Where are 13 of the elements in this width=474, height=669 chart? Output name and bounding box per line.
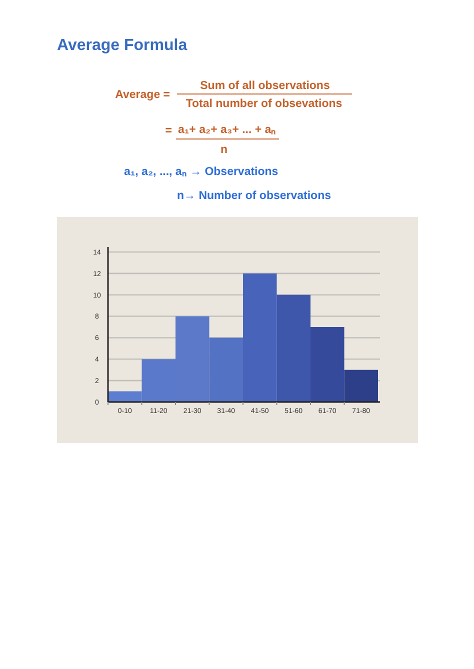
text: a₁, a₂, ..., aₙ → Observations <box>124 166 278 178</box>
text: = <box>165 125 172 137</box>
text: Sum of all observations <box>200 80 330 92</box>
text: n <box>220 144 228 156</box>
bar <box>310 327 344 402</box>
text: Total number of obsevations <box>186 98 342 110</box>
bar <box>344 370 378 402</box>
text: a₁+ a₂+ a₃+ ... + aₙ <box>178 124 276 136</box>
text: n→ Number of observations <box>177 190 331 202</box>
bar <box>243 273 277 402</box>
text: Average = <box>115 89 170 101</box>
bar <box>276 294 310 402</box>
chart-title: Average Formula <box>57 37 188 54</box>
